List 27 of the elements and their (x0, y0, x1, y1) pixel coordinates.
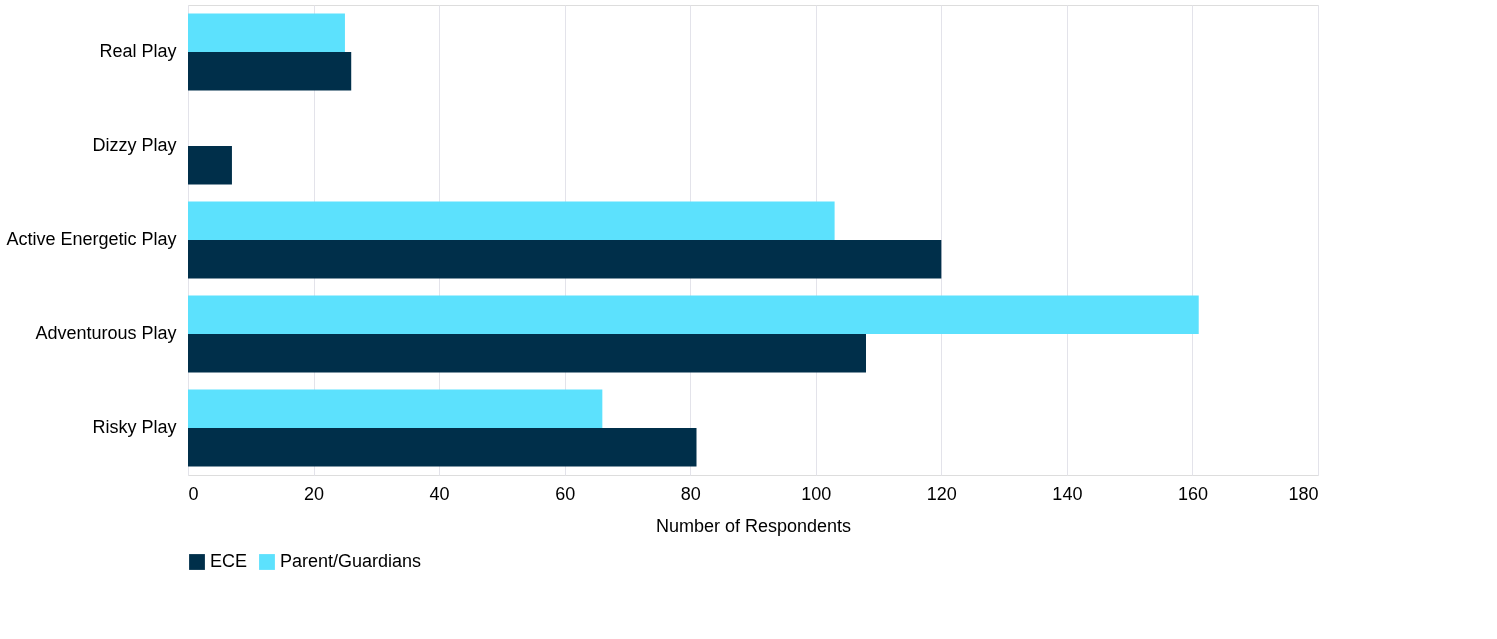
bar (188, 428, 697, 467)
x-tick-label: 140 (1052, 483, 1083, 504)
bar (188, 13, 345, 52)
bar (188, 201, 835, 240)
x-tick-label: 160 (1177, 483, 1208, 504)
x-axis-title: Number of Respondents (655, 515, 852, 536)
x-tick-label: 0 (188, 483, 199, 504)
x-tick-label: 20 (304, 483, 325, 504)
y-tick-label: Real Play (99, 41, 177, 61)
bar (188, 146, 232, 185)
y-tick-label: Active Energetic Play (6, 229, 177, 249)
y-tick-label: Adventurous Play (35, 323, 177, 343)
legend-label: ECE (210, 551, 248, 571)
x-tick-label: 180 (1288, 483, 1319, 504)
x-tick-label: 100 (801, 483, 832, 504)
x-tick-label: 120 (926, 483, 957, 504)
bar (188, 334, 866, 373)
x-tick-label: 80 (680, 483, 701, 504)
legend-label: Parent/Guardians (280, 551, 422, 571)
x-tick-label: 60 (555, 483, 576, 504)
x-tick-label: 40 (429, 483, 450, 504)
bar (188, 295, 1199, 334)
bar (188, 240, 942, 279)
y-tick-label: Dizzy Play (92, 135, 177, 155)
bar (188, 52, 352, 91)
y-tick-label: Risky Play (92, 417, 177, 437)
bar (188, 389, 603, 428)
